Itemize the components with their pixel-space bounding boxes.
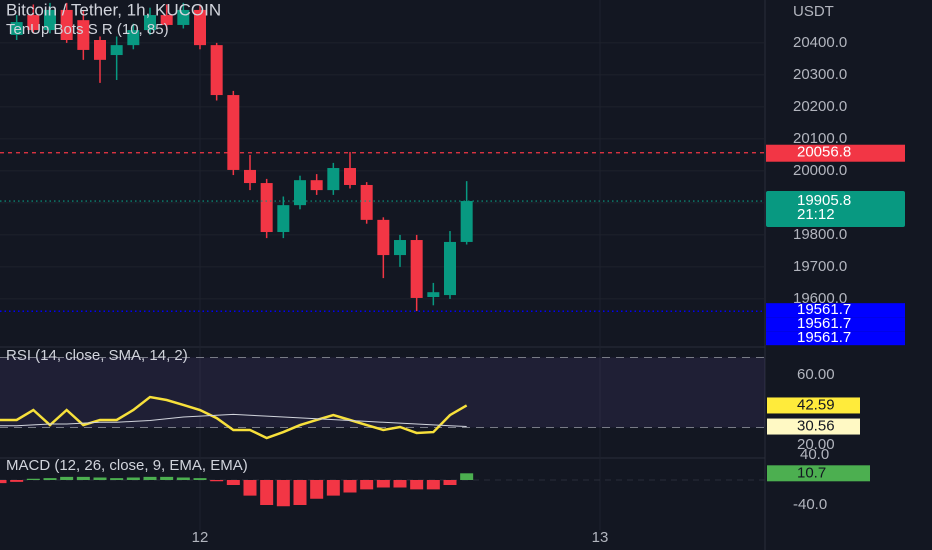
- candle-body: [394, 240, 406, 256]
- y-tick-label: -40.0: [793, 496, 827, 513]
- histogram-bar: [60, 476, 74, 480]
- histogram-bar: [360, 480, 374, 490]
- x-tick-label: 12: [192, 529, 209, 546]
- candle-body: [410, 240, 423, 298]
- price-tag-label: 19561.7: [797, 329, 851, 346]
- price-tag-label: 19561.7: [797, 301, 851, 318]
- value-tag: [767, 418, 860, 435]
- y-tick-label: 20.00: [797, 436, 835, 453]
- y-tick-label: 19600.0: [793, 290, 847, 307]
- histogram-bar: [326, 480, 340, 496]
- candle-body: [160, 15, 173, 25]
- candle-body: [427, 292, 440, 297]
- price-tag: [766, 144, 905, 162]
- indicator-title: TenUp Bots S R (10, 85): [6, 21, 169, 38]
- histogram-bar: [210, 480, 224, 482]
- value-tag: [767, 397, 860, 414]
- histogram-bar: [176, 477, 190, 480]
- y-tick-label: 20300.0: [793, 66, 847, 83]
- candle-body: [194, 9, 206, 46]
- histogram-bar: [226, 480, 240, 485]
- price-tag: [766, 303, 905, 318]
- candle-body: [144, 15, 156, 31]
- candle-body: [77, 20, 90, 50]
- x-tick-label: 13: [592, 529, 609, 546]
- candle-body: [60, 9, 73, 41]
- y-tick-label: 20400.0: [793, 34, 847, 51]
- candle-body: [27, 15, 40, 31]
- histogram-bar: [10, 480, 24, 482]
- candle-body: [460, 201, 473, 242]
- price-tag: [766, 317, 905, 332]
- price-tag-label: 19905.8: [797, 192, 851, 209]
- price-tag: [766, 331, 905, 346]
- candle-body: [177, 9, 190, 25]
- candle-body: [127, 30, 140, 46]
- histogram-bar: [76, 476, 90, 480]
- histogram-bar: [393, 480, 407, 488]
- price-tag: [766, 191, 905, 228]
- histogram-bar: [93, 477, 107, 480]
- candle-body: [227, 95, 240, 170]
- candle-body: [377, 219, 390, 256]
- candle-body: [244, 169, 256, 184]
- candle-body: [277, 205, 290, 233]
- candle-body: [94, 40, 106, 60]
- histogram-bar: [243, 480, 257, 496]
- candle-body: [210, 45, 223, 96]
- candle-body: [344, 168, 356, 185]
- histogram-bar: [293, 480, 307, 505]
- candle-body: [10, 22, 23, 35]
- value-tag: [767, 465, 870, 482]
- histogram-bar: [460, 473, 474, 480]
- indicator-title: RSI (14, close, SMA, 14, 2): [6, 347, 188, 364]
- y-tick-label: 40.0: [800, 446, 829, 463]
- histogram-bar: [193, 478, 207, 480]
- candle-body: [294, 180, 306, 206]
- histogram-bar: [143, 476, 157, 480]
- histogram-bar: [310, 480, 324, 499]
- axis-unit: USDT: [793, 3, 834, 20]
- price-tag-label: 19561.7: [797, 315, 851, 332]
- histogram-bar: [343, 480, 357, 493]
- candle-body: [260, 183, 273, 233]
- histogram-bar: [376, 480, 390, 488]
- y-tick-label: 60.00: [797, 366, 835, 383]
- y-tick-label: 20200.0: [793, 98, 847, 115]
- rsi-line: [0, 395, 468, 440]
- histogram-bar: [276, 480, 290, 507]
- rsi-line: [0, 413, 467, 428]
- histogram-bar: [43, 478, 57, 480]
- histogram-bar: [110, 478, 124, 480]
- price-tag-label: 20056.8: [797, 144, 851, 161]
- value-tag-label: 30.56: [797, 418, 835, 435]
- histogram-bar: [126, 477, 140, 480]
- value-tag-label: 42.59: [797, 396, 835, 413]
- histogram-bar: [0, 480, 7, 484]
- candle-body: [327, 168, 340, 191]
- y-tick-label: 19700.0: [793, 258, 847, 275]
- candle-body: [110, 45, 123, 56]
- histogram-bar: [410, 480, 424, 490]
- y-tick-label: 19800.0: [793, 226, 847, 243]
- indicator-title: MACD (12, 26, close, 9, EMA, EMA): [6, 457, 248, 474]
- histogram-bar: [426, 480, 440, 490]
- histogram-bar: [26, 478, 40, 480]
- chart-title: Bitcoin / Tether, 1h, KUCOIN: [6, 0, 221, 19]
- histogram-bar: [260, 480, 274, 505]
- histogram-bar: [160, 476, 174, 480]
- histogram-bar: [443, 480, 457, 485]
- candle-body: [44, 9, 56, 31]
- countdown: 21:12: [797, 206, 835, 223]
- value-tag-label: 10.7: [797, 464, 826, 481]
- rsi-band: [0, 357, 765, 428]
- candle-body: [360, 184, 373, 220]
- candle-body: [444, 241, 456, 296]
- y-tick-label: 20000.0: [793, 162, 847, 179]
- y-tick-label: 20100.0: [793, 130, 847, 147]
- candle-body: [310, 180, 323, 191]
